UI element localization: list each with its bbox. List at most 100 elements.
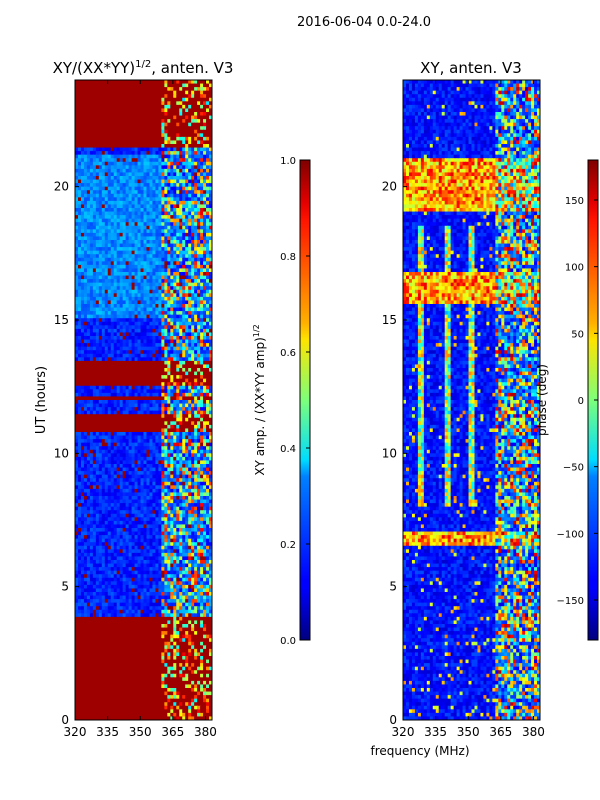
- heatmap-cell: [131, 122, 136, 127]
- heatmap-cell: [143, 360, 148, 366]
- heatmap-cell: [161, 119, 165, 124]
- heatmap-cell: [164, 275, 168, 280]
- heatmap-cell: [143, 87, 148, 92]
- heatmap-cell: [176, 94, 180, 99]
- heatmap-cell: [128, 304, 133, 309]
- heatmap-cell: [206, 375, 210, 380]
- heatmap-cell: [104, 140, 109, 145]
- heatmap-cell: [158, 293, 162, 298]
- heatmap-cell: [173, 353, 177, 358]
- heatmap-cell: [158, 108, 162, 113]
- heatmap-cell: [140, 350, 145, 355]
- heatmap-cell: [206, 396, 210, 401]
- heatmap-cell: [119, 215, 124, 220]
- heatmap-cell: [146, 183, 151, 188]
- heatmap-cell: [119, 176, 124, 181]
- heatmap-cell: [191, 97, 195, 102]
- heatmap-cell: [125, 122, 130, 127]
- heatmap-cell: [140, 307, 145, 312]
- heatmap-cell: [155, 101, 159, 106]
- heatmap-cell: [128, 449, 133, 454]
- heatmap-cell: [86, 368, 91, 373]
- heatmap-cell: [143, 104, 148, 110]
- heatmap-cell: [173, 289, 177, 294]
- heatmap-cell: [75, 279, 79, 284]
- heatmap-cell: [128, 353, 133, 358]
- heatmap-cell: [116, 346, 121, 351]
- heatmap-cell: [179, 371, 183, 376]
- heatmap-cell: [125, 289, 130, 294]
- heatmap-cell: [179, 218, 183, 223]
- heatmap-cell: [179, 407, 183, 412]
- heatmap-cell: [206, 456, 210, 462]
- heatmap-cell: [119, 343, 124, 348]
- heatmap-cell: [83, 140, 88, 145]
- heatmap-cell: [104, 400, 109, 405]
- heatmap-cell: [83, 296, 88, 302]
- heatmap-cell: [182, 204, 186, 209]
- heatmap-cell: [188, 83, 192, 88]
- heatmap-cell: [128, 254, 133, 259]
- heatmap-cell: [134, 136, 139, 142]
- heatmap-cell: [176, 353, 180, 358]
- heatmap-cell: [107, 442, 112, 447]
- heatmap-cell: [206, 360, 210, 366]
- heatmap-cell: [206, 421, 210, 426]
- heatmap-cell: [89, 275, 94, 280]
- heatmap-cell: [170, 179, 174, 184]
- heatmap-cell: [95, 428, 100, 433]
- heatmap-cell: [167, 449, 171, 454]
- heatmap-cell: [161, 272, 165, 277]
- heatmap-cell: [77, 90, 82, 95]
- heatmap-cell: [194, 304, 198, 309]
- heatmap-cell: [92, 364, 97, 369]
- heatmap-cell: [113, 279, 118, 284]
- heatmap-cell: [101, 119, 106, 124]
- heatmap-cell: [110, 403, 115, 408]
- heatmap-cell: [104, 389, 109, 394]
- heatmap-cell: [197, 353, 201, 358]
- heatmap-cell: [140, 101, 145, 106]
- heatmap-cell: [92, 208, 97, 213]
- heatmap-cell: [104, 147, 109, 152]
- heatmap-cell: [194, 190, 198, 195]
- heatmap-cell: [194, 350, 198, 355]
- heatmap-cell: [77, 407, 82, 412]
- heatmap-cell: [197, 435, 201, 440]
- heatmap-cell: [107, 392, 112, 398]
- heatmap-cell: [89, 428, 94, 433]
- heatmap-cell: [83, 257, 88, 262]
- heatmap-cell: [152, 87, 157, 92]
- heatmap-cell: [143, 357, 148, 362]
- heatmap-cell: [200, 318, 204, 323]
- heatmap-cell: [140, 456, 145, 462]
- heatmap-cell: [191, 176, 195, 181]
- heatmap-cell: [149, 112, 154, 117]
- heatmap-cell: [185, 336, 189, 341]
- heatmap-cell: [83, 311, 88, 316]
- heatmap-cell: [155, 375, 159, 380]
- heatmap-cell: [170, 243, 174, 248]
- heatmap-cell: [119, 453, 124, 458]
- heatmap-cell: [167, 332, 171, 337]
- heatmap-cell: [155, 410, 159, 415]
- heatmap-cell: [104, 282, 109, 287]
- heatmap-cell: [104, 368, 109, 373]
- heatmap-cell: [149, 264, 154, 270]
- heatmap-cell: [182, 229, 186, 234]
- heatmap-cell: [209, 218, 212, 223]
- heatmap-cell: [128, 339, 133, 344]
- heatmap-cell: [101, 279, 106, 284]
- heatmap-cell: [164, 346, 168, 351]
- heatmap-cell: [152, 218, 157, 223]
- heatmap-cell: [155, 108, 159, 113]
- heatmap-cell: [152, 268, 157, 273]
- heatmap-cell: [83, 112, 88, 117]
- heatmap-cell: [188, 161, 192, 166]
- heatmap-cell: [152, 314, 157, 319]
- heatmap-cell: [83, 119, 88, 124]
- heatmap-cell: [75, 247, 79, 252]
- heatmap-cell: [101, 97, 106, 102]
- heatmap-cell: [83, 94, 88, 99]
- heatmap-cell: [200, 410, 204, 415]
